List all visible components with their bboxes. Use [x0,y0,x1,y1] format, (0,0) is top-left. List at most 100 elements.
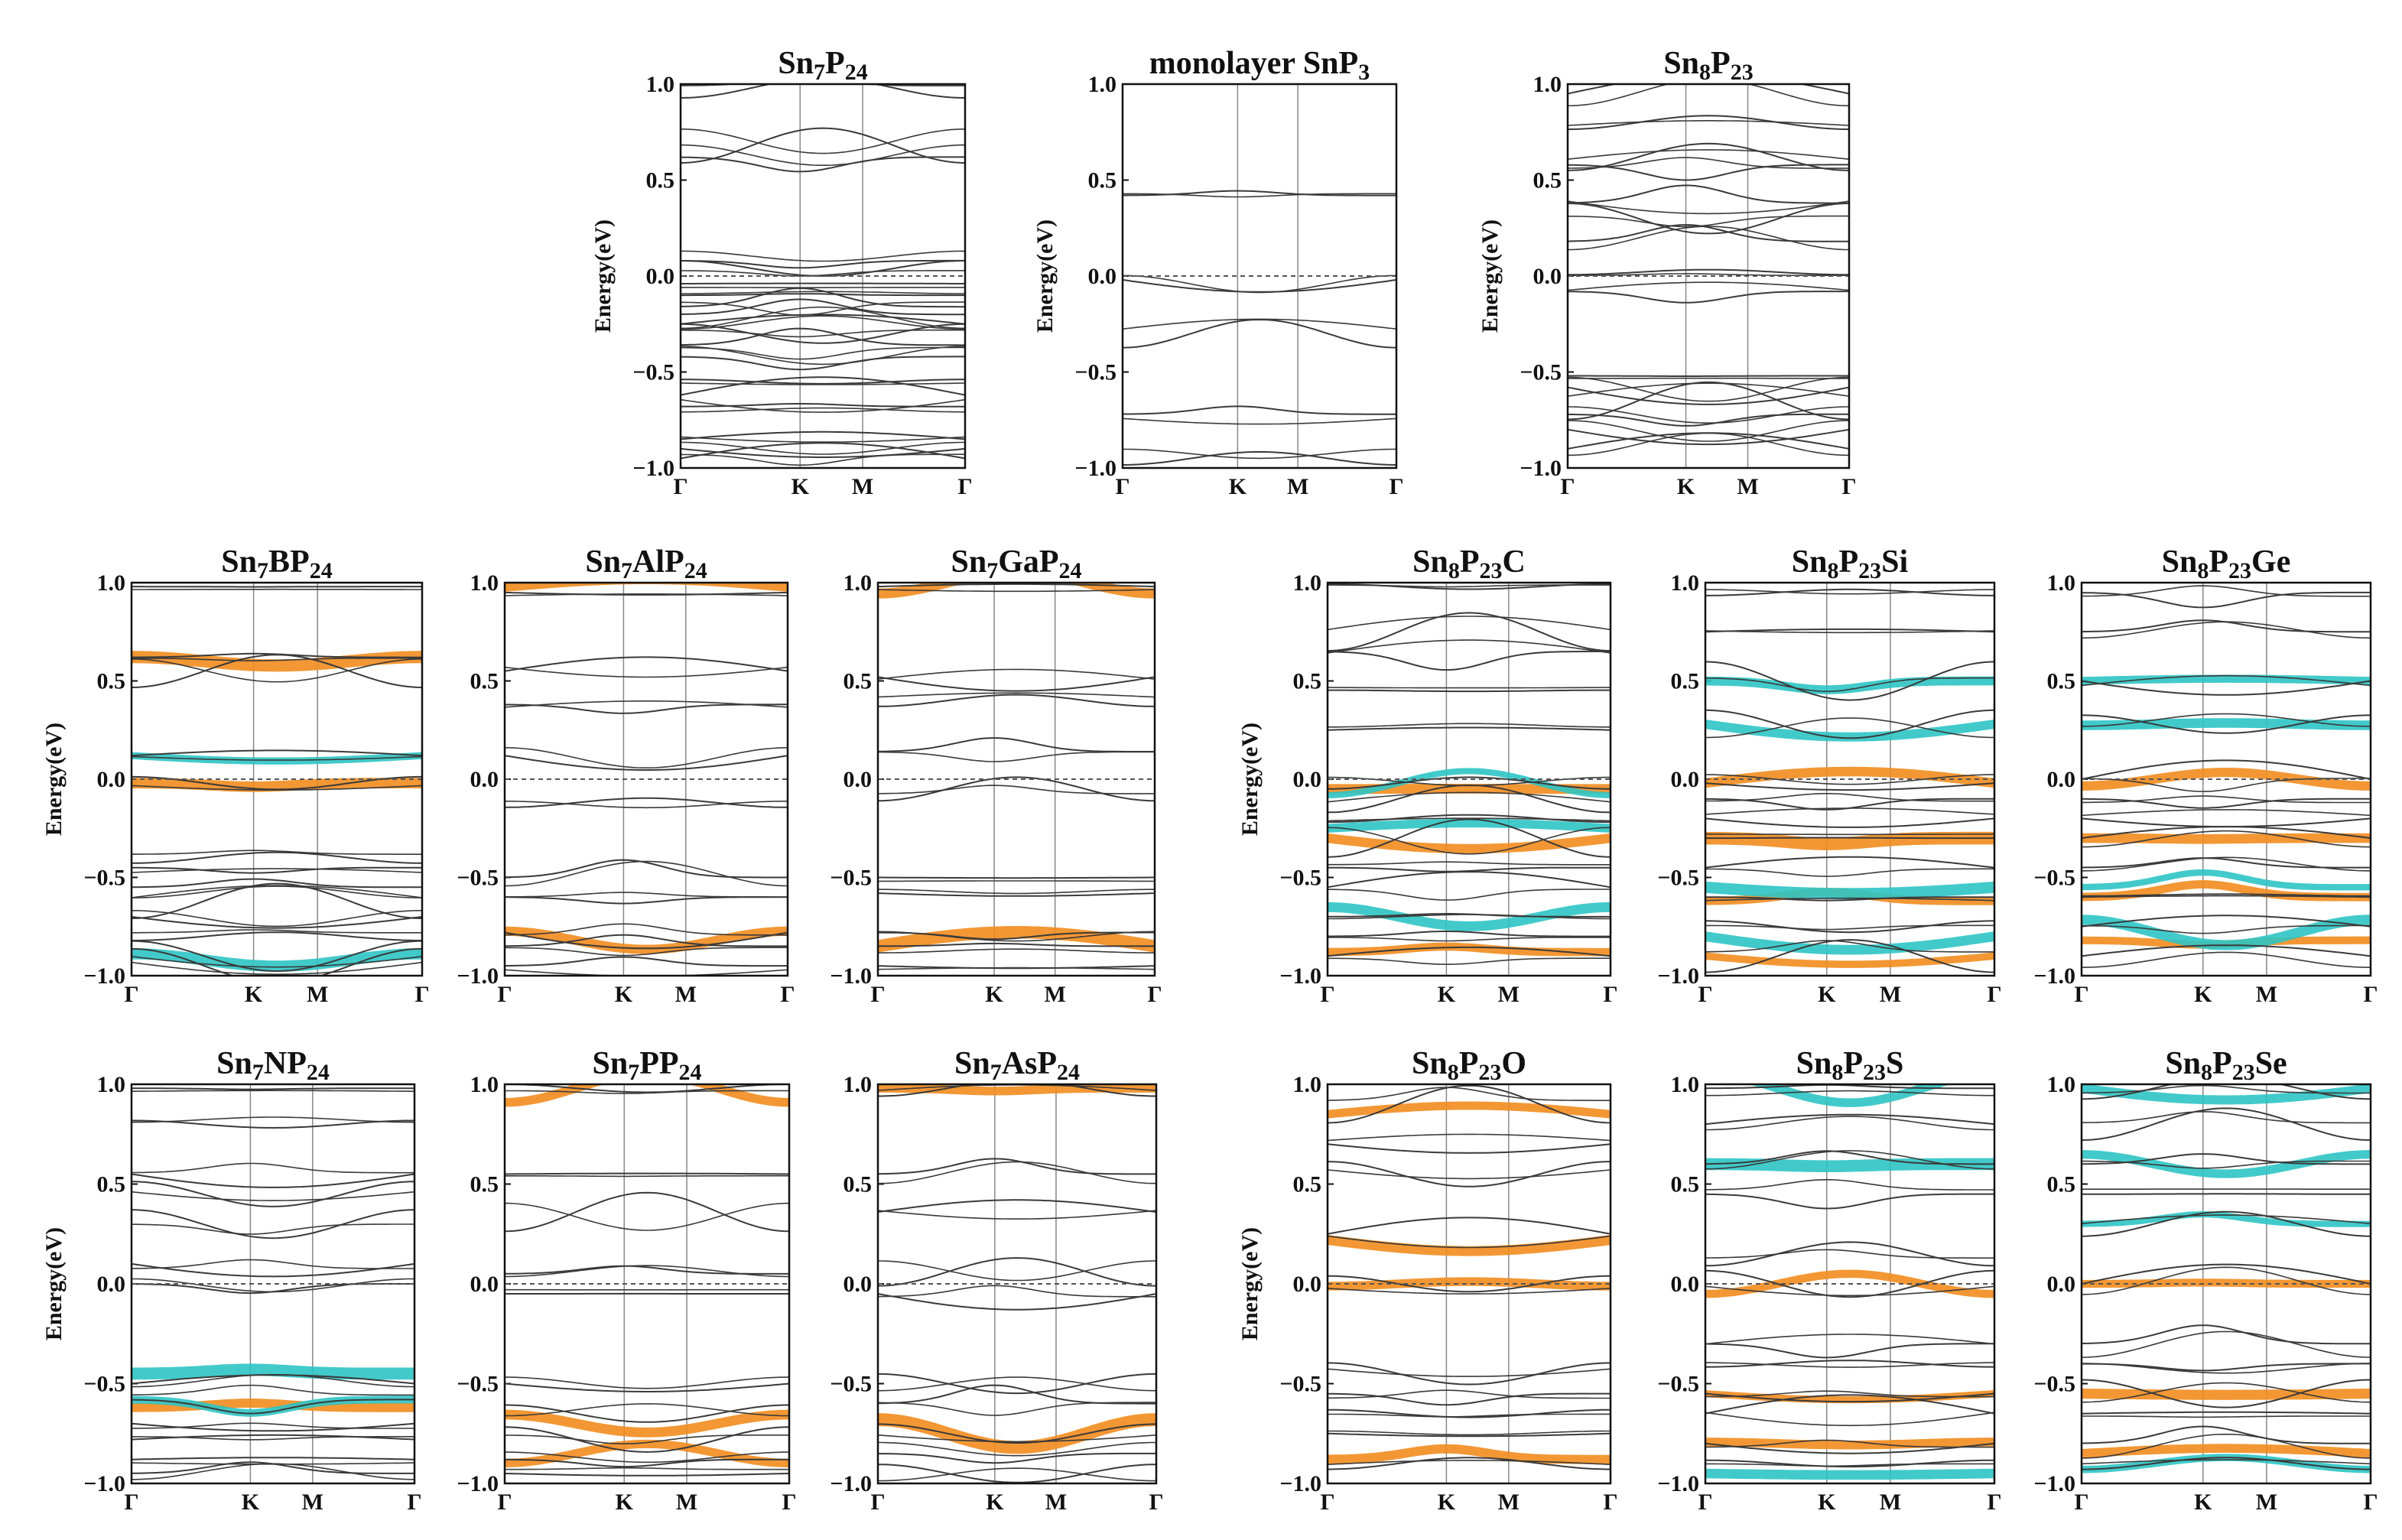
band-line [1568,164,1849,181]
band-line [681,270,965,277]
band-line [1568,386,1849,405]
band-line [1328,1169,1611,1180]
band-line [1705,677,1994,693]
band-line [1705,939,1994,973]
y-tick-label: −0.5 [83,1372,125,1397]
band-line [132,1436,414,1441]
band-line [1328,1430,1611,1436]
y-tick-label: −0.5 [2033,866,2075,891]
kpoint-label: K [985,982,1003,1007]
orbital-weight-band-cyan [2082,869,2371,891]
band-line [1328,651,1611,671]
band-line [1705,1362,1994,1368]
band-line [2082,713,2371,727]
band-line [1328,1460,1611,1465]
band-line [878,876,1155,879]
band-panel-sn7gap24: Sn7GaP24 Γ K M Γ 1.0 0.5 0.0 −0.5 −1.0 [830,544,1162,1007]
panel-title: Sn8P23O [1412,1046,1526,1085]
band-line [1705,940,1994,953]
orbital-weight-band-orange [132,778,422,792]
kpoint-label: M [1287,474,1308,499]
kpoint-label: M [1045,1490,1067,1515]
panel-title: Sn8P23C [1412,544,1526,583]
orbital-weight-band-cyan [1748,1084,1952,1107]
band-line [132,961,422,976]
orbital-weight-band-cyan [2082,718,2371,730]
band-line [878,1423,1156,1444]
band-line [132,1278,414,1293]
kpoint-label: K [1438,982,1456,1007]
kpoint-label: Γ [1389,474,1403,499]
band-line [1568,382,1849,397]
band-line [681,127,965,164]
panel-frame [1326,1083,1612,1485]
band-line [1123,450,1396,466]
band-line [1328,726,1611,731]
panel-title: Sn8P23 [1663,46,1753,85]
kpoint-label: K [2194,1490,2212,1515]
kpoint-label: Γ [124,982,138,1007]
band-line [681,382,965,385]
kpoint-label: Γ [1603,1490,1617,1515]
band-line [2082,830,2371,848]
band-line [2082,951,2371,968]
band-line [878,1467,1156,1482]
kpoint-label: Γ [1115,474,1129,499]
band-line [2082,778,2371,792]
kpoint-label: M [1498,1490,1520,1515]
band-line [878,694,1155,707]
band-line [505,934,788,947]
band-line [1568,226,1849,251]
band-line [1328,1368,1611,1377]
band-line [681,327,965,346]
band-line [505,892,788,898]
y-tick-label: −1.0 [2033,1471,2075,1496]
band-line [878,1434,1156,1443]
band-line [1568,432,1849,456]
band-line [1328,937,1611,942]
band-line [2082,795,2371,804]
band-line [132,940,422,973]
band-line [1123,448,1396,460]
orbital-weight-band-cyan [2082,1210,2371,1227]
band-line [132,866,422,874]
band-line [878,1376,1156,1392]
band-line [505,1090,789,1094]
band-line [1328,817,1611,822]
band-panel-sn8p23: Sn8P23 Γ K M Γ 1.0 0.5 0.0 −0.5 −1.0 Energy(eV) [1477,46,1857,499]
band-line [878,589,1155,593]
y-tick-label: −0.5 [1279,866,1321,891]
y-tick-label: 0.5 [1533,168,1562,193]
y-tick-label: 0.0 [470,1272,499,1297]
kpoint-label: Γ [124,1490,138,1515]
band-line [681,323,965,344]
band-line [132,910,422,928]
orbital-weight-band-orange [1328,1101,1611,1119]
orbital-weight-band-cyan [1705,1468,1994,1480]
band-line [1328,1362,1611,1386]
band-line [1568,281,1849,291]
y-tick-label: 0.0 [2047,767,2076,792]
band-line [878,737,1155,752]
band-line [878,1452,1156,1464]
orbital-weight-band-cyan [1328,768,1611,798]
y-tick-label: −0.5 [632,360,674,385]
band-line [2082,1433,2371,1459]
kpoint-label: Γ [1149,1490,1163,1515]
band-line [1328,1087,1611,1101]
band-line [1705,920,1994,934]
band-line [2082,817,2371,828]
band-panel-sn8p23se: Sn8P23Se Γ K M Γ 1.0 0.5 0.0 −0.5 −1.0 [2033,1046,2378,1515]
y-tick-label: −1.0 [1657,1471,1699,1496]
band-line [2082,856,2371,872]
band-line [1705,868,1994,877]
band-panel-sn8p23c: Sn8P23C Γ K M Γ 1.0 0.5 0.0 −0.5 −1.0 Energy(eV) [1237,544,1618,1007]
orbital-weight-band-orange [505,1439,789,1467]
y-tick-label: 0.5 [470,669,499,694]
band-line [132,1399,414,1415]
band-line [2082,895,2371,898]
band-line [1705,1084,1994,1090]
band-line [1705,1241,1994,1267]
y-tick-label: 0.0 [1671,767,1700,792]
orbital-weight-band-orange [1328,1235,1611,1256]
